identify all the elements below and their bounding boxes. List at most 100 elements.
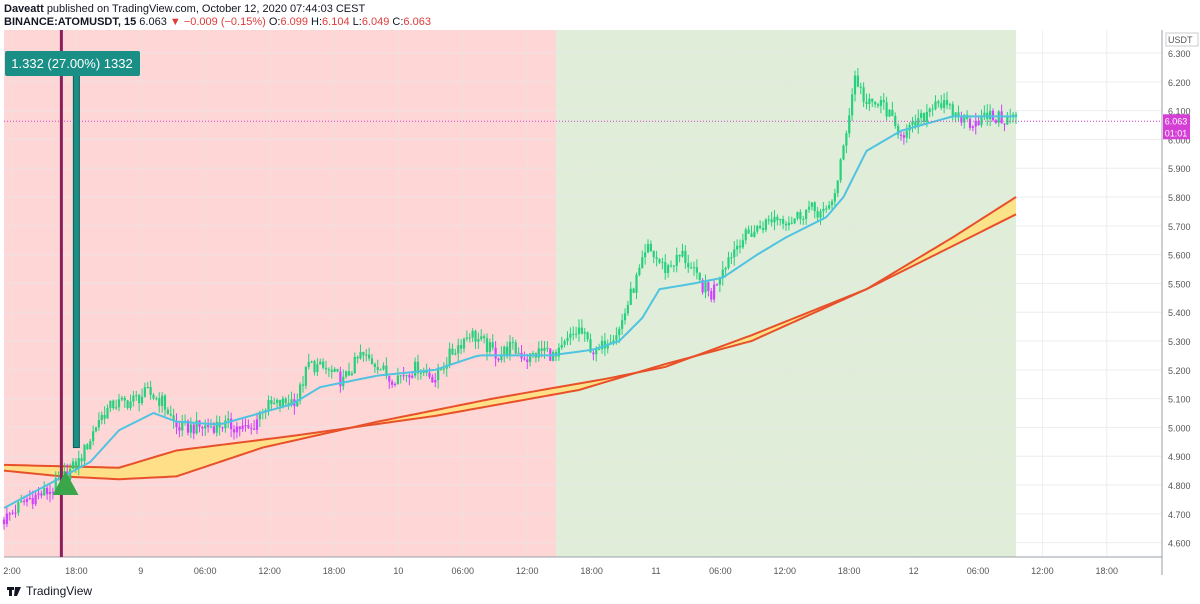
candle-body [416,361,420,374]
candle-body [195,420,198,434]
candle-body [848,115,851,134]
time-tick-label: 18:00 [580,566,603,576]
candle-body [431,376,434,383]
candle-body [526,359,529,362]
candle-body [457,345,460,354]
candle-body [621,320,624,329]
candle-body [974,120,977,127]
candle-body [158,398,161,406]
candle-body [388,376,391,382]
candle-body [598,349,601,351]
candle-body [782,219,785,224]
price-tick-label: 5.000 [1168,423,1191,433]
candle-body [69,468,72,481]
candle-body [710,291,713,300]
candle-body [888,109,891,117]
candle-body [408,375,411,378]
candle-body [810,202,813,207]
price-tick-label: 4.900 [1168,452,1191,462]
candle-body [247,425,250,428]
ohlc-c-label: C: [392,16,404,28]
candle-body [494,347,497,359]
candle-body [954,112,957,117]
candle-body [258,411,261,420]
tradingview-label: TradingView [26,584,93,598]
candle-body [580,327,583,334]
candle-body [120,397,123,400]
ema-fast-line [3,115,1016,509]
candle-body [454,353,457,355]
candle-body [307,361,310,367]
candle-body [100,414,103,421]
candle-body [23,500,26,502]
candle-body [201,426,204,429]
candle-body [126,400,129,409]
candle-body [899,134,903,136]
candle-body [63,471,66,474]
candle-body [980,115,983,126]
candle-body [807,206,811,210]
symbol-label: BINANCE:ATOMUSDT, 15 [4,16,137,28]
candle-body [853,75,857,95]
candle-body [905,130,908,138]
price-tick-label: 6.300 [1168,49,1191,59]
candle-body [560,344,563,348]
candle-body [937,101,940,104]
time-tick-label: 06:00 [709,566,732,576]
candle-body [460,345,463,349]
candle-body [715,284,719,286]
candle-body [692,267,696,269]
candle-body [690,267,693,269]
time-tick-label: 12:00 [516,566,539,576]
candle-body [681,250,684,257]
candle-body [744,229,747,241]
candle-body [51,491,54,493]
candle-body [235,426,238,433]
price-tick-label: 5.400 [1168,308,1191,318]
candle-body [733,249,736,258]
candle-body [393,383,397,385]
candle-body [557,347,560,357]
candle-body [468,337,471,339]
candle-body [940,103,943,108]
candle-body [891,109,894,116]
candle-body [506,346,509,355]
candle-body [324,367,328,370]
candle-body [600,340,604,350]
candle-body [750,233,753,237]
candle-body [267,400,270,411]
candle-body [155,398,158,400]
candle-body [822,208,825,212]
candle-body [577,327,581,334]
price-tick-label: 5.600 [1168,251,1191,261]
candle-body [951,104,954,117]
last-price-tag-value: 6.063 [1165,116,1188,126]
candle-body [701,280,704,293]
candle-body [14,512,17,514]
candle-body [152,394,155,399]
candle-body [687,262,690,268]
candle-body [796,212,799,219]
candle-body [382,365,385,370]
candle-body [143,387,146,397]
last-price-countdown: 01:01 [1165,128,1188,138]
candle-body [175,420,178,428]
candle-body [882,100,885,103]
candle-body [606,343,609,349]
price-tick-label: 4.700 [1168,510,1191,520]
candle-body [129,401,132,409]
candle-body [523,358,526,360]
candle-body [345,371,348,377]
price-tick-label: 5.700 [1168,222,1191,232]
tradingview-branding[interactable]: TradingView [6,584,92,598]
candle-body [391,381,394,385]
price-tick-label: 5.200 [1168,366,1191,376]
candle-body [287,403,290,405]
price-tick-label: 5.300 [1168,337,1191,347]
candle-body [859,86,862,88]
candle-body [943,100,946,108]
candle-body [865,101,868,104]
candle-body [767,219,770,221]
candle-body [273,402,276,405]
